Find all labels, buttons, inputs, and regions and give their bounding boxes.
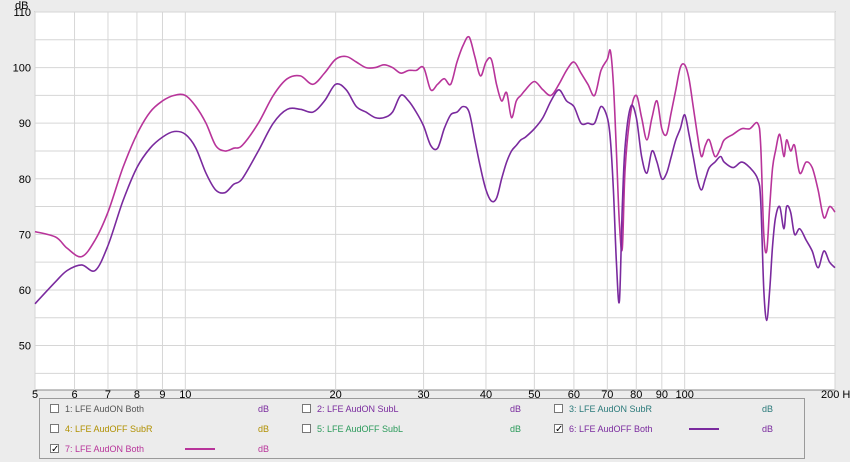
legend-checkbox-7[interactable] (50, 441, 59, 459)
legend: 1: LFE AudON Both dB 2: LFE AudON SubL d… (39, 398, 805, 459)
y-tick-label: 110 (13, 7, 31, 19)
x-tick-label: 20 (330, 389, 342, 400)
legend-unit-1: dB (258, 404, 270, 414)
x-tick-label: 40 (480, 389, 492, 400)
x-tick-label: 7 (105, 389, 111, 400)
legend-checkbox-2[interactable] (302, 404, 311, 413)
frequency-response-chart: 50 60 70 80 90 100 110 5 6 7 8 9 10 20 30 40 50 60 70 80 90… (13, 0, 850, 400)
plot-area (34, 11, 836, 391)
legend-label-6: 6: LFE AudOFF Both (569, 424, 653, 434)
y-tick-label: 80 (19, 174, 31, 186)
y-tick-label: 90 (19, 118, 31, 130)
legend-checkbox-1[interactable] (50, 404, 59, 413)
x-tick-label: 80 (630, 389, 642, 400)
legend-label-5: 5: LFE AudOFF SubL (317, 424, 404, 434)
x-tick-label: 70 (601, 389, 613, 400)
y-tick-label: 100 (13, 63, 31, 75)
legend-unit-2: dB (510, 404, 522, 414)
x-tick-label: 6 (71, 389, 77, 400)
legend-checkbox-6[interactable] (554, 421, 563, 439)
x-tick-label: 50 (528, 389, 540, 400)
x-tick-label: 8 (134, 389, 140, 400)
y-tick-label: 70 (19, 229, 31, 241)
legend-label-1: 1: LFE AudON Both (65, 404, 145, 414)
legend-swatch-6 (689, 428, 719, 430)
legend-checkbox-4[interactable] (50, 424, 59, 433)
x-tick-label: 90 (656, 389, 668, 400)
series-line-1 (34, 35, 836, 258)
legend-unit-7: dB (258, 444, 270, 454)
legend-checkbox-5[interactable] (302, 424, 311, 433)
legend-checkbox-3[interactable] (554, 404, 563, 413)
legend-label-7: 7: LFE AudON Both (65, 444, 145, 454)
x-tick-label: 9 (159, 389, 165, 400)
legend-label-3: 3: LFE AudON SubR (569, 404, 653, 414)
x-tick-label: 10 (179, 389, 191, 400)
grid-lines (34, 11, 836, 390)
y-tick-labels: 50 60 70 80 90 100 110 (13, 7, 31, 353)
y-tick-label: 60 (19, 285, 31, 297)
x-tick-label: 100 (675, 389, 693, 400)
x-tick-labels: 5 6 7 8 9 10 20 30 40 50 60 70 80 90 100 200 Hz (32, 389, 850, 400)
y-tick-label: 50 (19, 341, 31, 353)
legend-unit-6: dB (762, 424, 774, 434)
legend-unit-5: dB (510, 424, 522, 434)
series-lines (34, 35, 836, 322)
x-tick-label: 60 (568, 389, 580, 400)
legend-label-4: 4: LFE AudOFF SubR (65, 424, 153, 434)
legend-label-2: 2: LFE AudON SubL (317, 404, 399, 414)
legend-unit-3: dB (762, 404, 774, 414)
y-axis-label: dB (15, 0, 28, 12)
series-line-2 (34, 83, 836, 322)
legend-unit-4: dB (258, 424, 270, 434)
legend-swatch-7 (185, 448, 215, 450)
x-tick-label: 30 (417, 389, 429, 400)
x-tick-label: 5 (32, 389, 38, 400)
x-tick-label: 200 Hz (821, 389, 850, 400)
